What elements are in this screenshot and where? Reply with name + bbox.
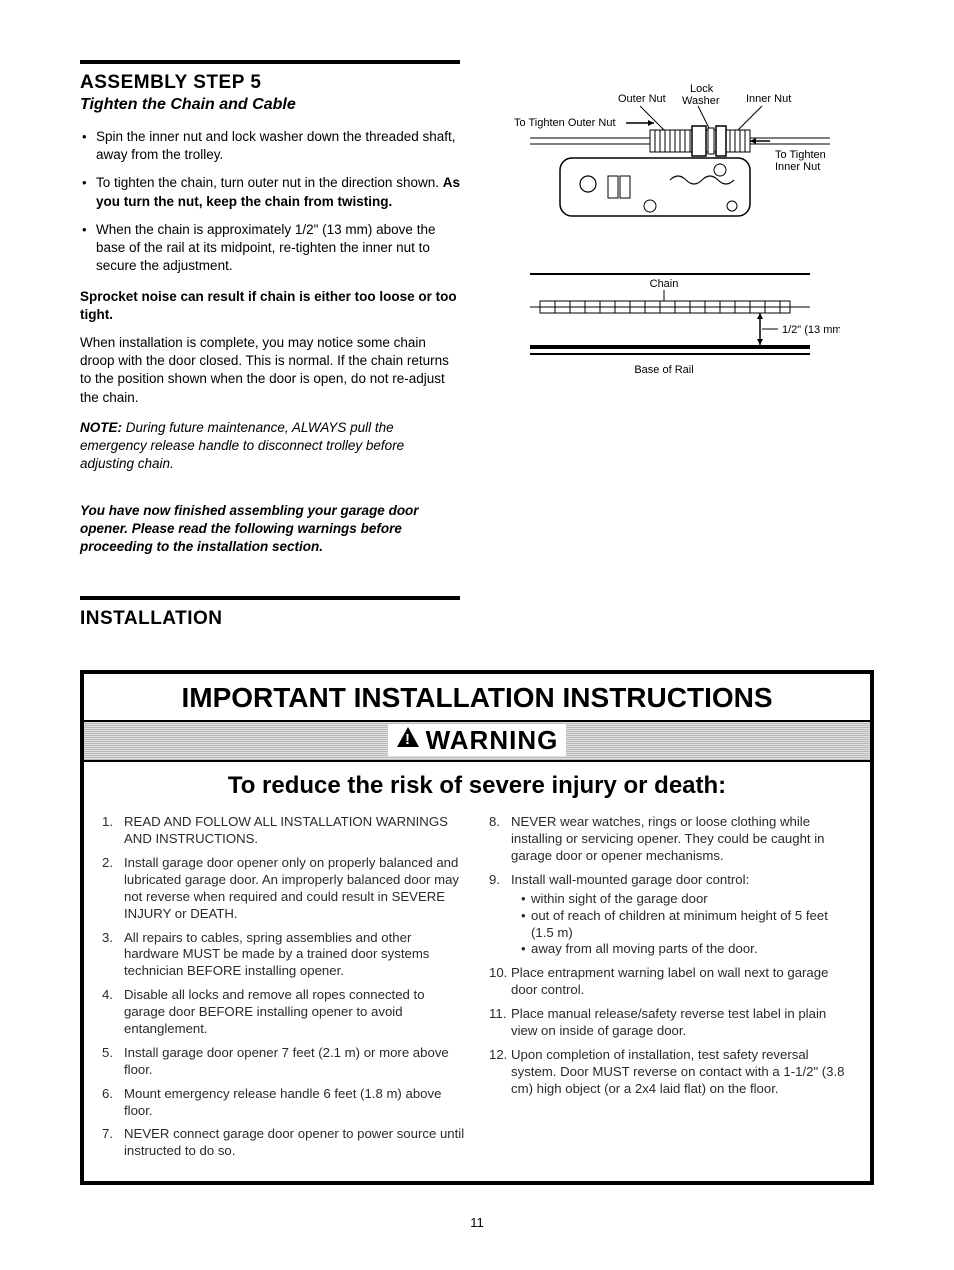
warning-list-left: 1.READ AND FOLLOW ALL INSTALLATION WARNI… [102,814,465,1160]
bullet-text: When the chain is approximately 1/2" (13… [96,222,435,273]
step-subheading: Tighten the Chain and Cable [80,96,460,114]
sprocket-warning: Sprocket noise can result if chain is ei… [80,288,460,324]
warning-item-text: Install garage door opener only on prope… [124,855,459,921]
warning-item-text: Install garage door opener 7 feet (2.1 m… [124,1045,449,1077]
warning-item: 10.Place entrapment warning label on wal… [489,965,852,999]
warning-banner-text: WARNING [426,725,559,755]
warning-subitem: out of reach of children at minimum heig… [521,908,852,942]
bullet-text-pre: To tighten the chain, turn outer nut in … [96,175,443,190]
warning-item: 12.Upon completion of installation, test… [489,1047,852,1098]
label-lock-washer-2: Washer [682,95,720,107]
step-bullet: Spin the inner nut and lock washer down … [80,128,460,164]
warning-item-text: Disable all locks and remove all ropes c… [124,987,425,1036]
warning-item-text: Upon completion of installation, test sa… [511,1047,845,1096]
step-body: When installation is complete, you may n… [80,334,460,407]
warning-item: 5.Install garage door opener 7 feet (2.1… [102,1045,465,1079]
warning-right-column: 8.NEVER wear watches, rings or loose clo… [489,814,852,1167]
step-bullet: When the chain is approximately 1/2" (13… [80,221,460,276]
svg-text:!: ! [405,731,411,748]
note-body: During future maintenance, ALWAYS pull t… [80,420,404,471]
warning-title: IMPORTANT INSTALLATION INSTRUCTIONS [84,674,870,720]
warning-item: 8.NEVER wear watches, rings or loose clo… [489,814,852,865]
section-rule [80,596,460,600]
warning-item: 11.Place manual release/safety reverse t… [489,1006,852,1040]
warning-sublist: within sight of the garage door out of r… [511,891,852,959]
step-heading: ASSEMBLY STEP 5 [80,72,460,94]
warning-box: IMPORTANT INSTALLATION INSTRUCTIONS ! WA… [80,670,874,1185]
warning-item-text: NEVER connect garage door opener to powe… [124,1126,464,1158]
warning-item: 6.Mount emergency release handle 6 feet … [102,1086,465,1120]
bullet-text: Spin the inner nut and lock washer down … [96,129,455,162]
warning-triangle-icon: ! [396,724,420,755]
warning-item-text: Mount emergency release handle 6 feet (1… [124,1086,441,1118]
label-tighten-outer: To Tighten Outer Nut [514,117,616,129]
step-note: NOTE: During future maintenance, ALWAYS … [80,419,460,474]
label-inner-nut: Inner Nut [746,93,791,105]
warning-item: 2.Install garage door opener only on pro… [102,855,465,923]
warning-list-right: 8.NEVER wear watches, rings or loose clo… [489,814,852,1097]
label-base: Base of Rail [634,364,693,376]
step-closing: You have now finished assembling your ga… [80,502,460,557]
diagram-column: Outer Nut Lock Washer Inner Nut To Tight… [500,60,874,556]
label-outer-nut: Outer Nut [618,93,666,105]
warning-item: 1.READ AND FOLLOW ALL INSTALLATION WARNI… [102,814,465,848]
warning-subitem: away from all moving parts of the door. [521,941,852,958]
step-bullet-list: Spin the inner nut and lock washer down … [80,128,460,276]
warning-item-text: NEVER wear watches, rings or loose cloth… [511,814,825,863]
warning-item: 7.NEVER connect garage door opener to po… [102,1126,465,1160]
label-chain: Chain [650,278,679,290]
warning-left-column: 1.READ AND FOLLOW ALL INSTALLATION WARNI… [102,814,465,1167]
label-lock-washer-1: Lock [690,83,714,95]
warning-item: 4.Disable all locks and remove all ropes… [102,987,465,1038]
warning-subtitle: To reduce the risk of severe injury or d… [84,762,870,814]
section-rule [80,60,460,64]
label-tighten-inner-1: To Tighten [775,149,826,161]
note-lead: NOTE: [80,420,122,435]
warning-item-text: Place entrapment warning label on wall n… [511,965,828,997]
chain-gap-diagram: Chain 1/2" (13 mm) [500,265,840,395]
warning-stripe: ! WARNING [84,720,870,762]
assembly-step-column: ASSEMBLY STEP 5 Tighten the Chain and Ca… [80,60,460,556]
warning-item-text: Install wall-mounted garage door control… [511,872,749,887]
installation-heading: INSTALLATION [80,608,874,630]
warning-item-text: READ AND FOLLOW ALL INSTALLATION WARNING… [124,814,448,846]
page-number: 11 [80,1215,874,1230]
label-gap: 1/2" (13 mm) [782,324,840,336]
warning-item: 9.Install wall-mounted garage door contr… [489,872,852,958]
warning-item-text: Place manual release/safety reverse test… [511,1006,826,1038]
warning-item: 3.All repairs to cables, spring assembli… [102,930,465,981]
warning-subitem: within sight of the garage door [521,891,852,908]
warning-banner: ! WARNING [388,724,567,756]
label-tighten-inner-2: Inner Nut [775,161,820,173]
warning-item-text: All repairs to cables, spring assemblies… [124,930,429,979]
step-bullet: To tighten the chain, turn outer nut in … [80,174,460,210]
trolley-diagram: Outer Nut Lock Washer Inner Nut To Tight… [500,80,840,250]
